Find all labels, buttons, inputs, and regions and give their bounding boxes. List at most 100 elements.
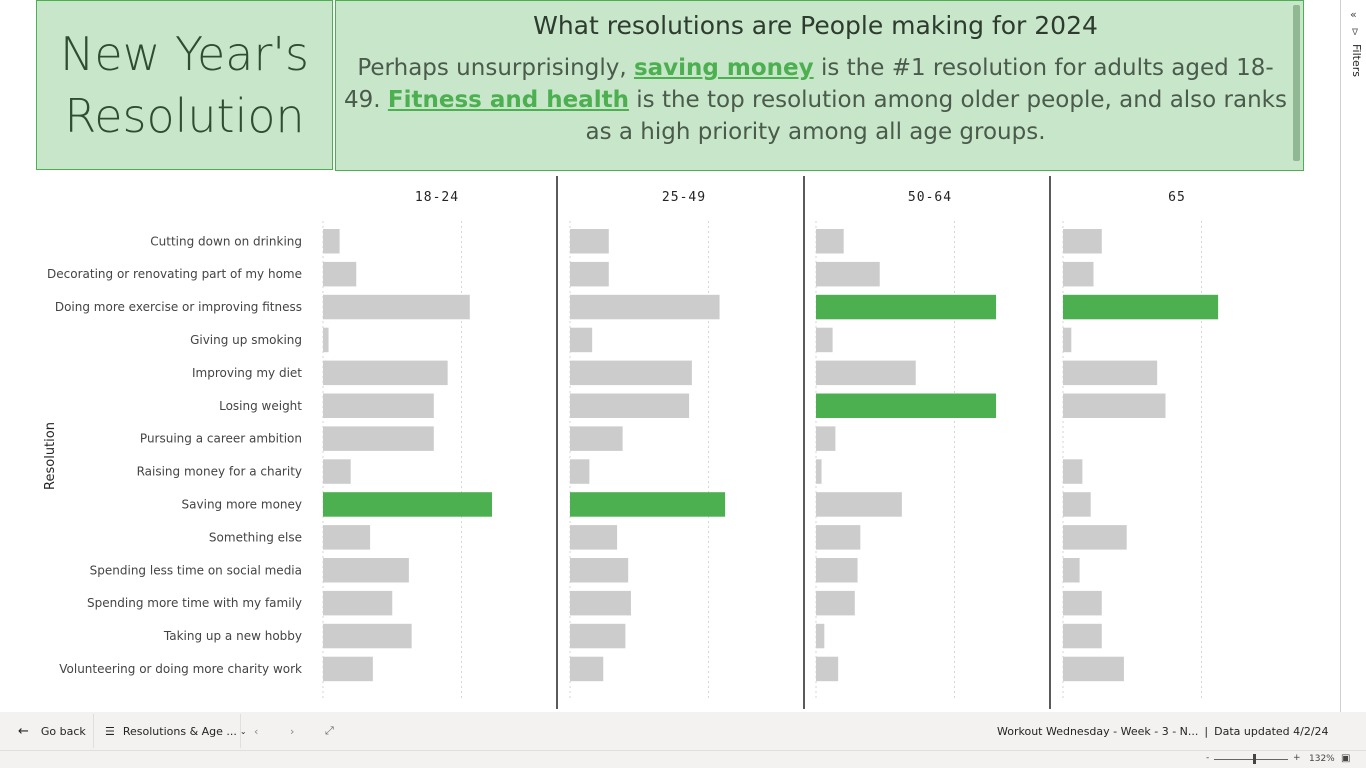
category-label: Something else	[209, 530, 302, 544]
previous-page-button[interactable]: ‹	[254, 712, 258, 750]
bar	[816, 558, 858, 583]
title-panel: New Year's Resolution	[36, 0, 333, 170]
report-title: New Year's Resolution	[60, 23, 309, 147]
bar	[816, 623, 825, 649]
category-label: Volunteering or doing more charity work	[59, 662, 302, 676]
bar	[1063, 558, 1080, 583]
filters-label[interactable]: Filters	[1350, 44, 1363, 77]
bar	[570, 426, 623, 451]
page-name: Resolutions & Age ...	[122, 724, 237, 738]
bar	[816, 261, 880, 287]
bar	[570, 525, 618, 550]
bar	[570, 492, 726, 517]
info-separator: |	[1204, 724, 1209, 738]
bar	[323, 294, 470, 320]
bar	[816, 656, 839, 682]
bar	[1063, 360, 1158, 386]
saving-money-link[interactable]: saving money	[633, 55, 814, 81]
chevron-down-icon: ⌄	[239, 726, 247, 736]
category-label: Spending more time with my family	[87, 596, 302, 610]
zoom-in-button[interactable]: +	[1293, 753, 1301, 763]
zoom-slider[interactable]	[1214, 759, 1288, 760]
resolution-bar-chart: Resolution 18-24 25-49 50-64 65 Cutting down …	[43, 176, 1219, 709]
category-label: Spending less time on social media	[90, 563, 302, 577]
category-label: Giving up smoking	[190, 333, 302, 347]
filter-icon: ∇	[1352, 28, 1359, 38]
bar	[323, 459, 351, 484]
bar	[570, 558, 629, 583]
bar	[323, 360, 448, 386]
bar	[323, 426, 434, 451]
back-arrow-icon: ←	[18, 723, 29, 739]
zoom-level[interactable]: 132%	[1309, 754, 1335, 764]
category-label: Raising money for a charity	[137, 465, 302, 479]
bar	[816, 360, 916, 386]
facet-header: 50-64	[908, 190, 952, 205]
fit-screen-icon[interactable]: ▣	[1341, 753, 1351, 764]
status-bar: - + 132% ▣	[0, 751, 1366, 768]
bar	[570, 393, 690, 418]
bar	[1063, 656, 1124, 682]
footer-divider	[240, 714, 241, 748]
category-label: Saving more money	[182, 497, 302, 511]
description-scrollbar[interactable]	[1293, 5, 1300, 161]
bar	[323, 590, 393, 616]
description-text-3: is the top resolution among older people…	[585, 87, 1287, 145]
category-label: Taking up a new hobby	[163, 629, 302, 643]
go-back-button[interactable]: ← Go back	[18, 712, 86, 750]
description-panel: What resolutions are People making for 2…	[335, 0, 1304, 171]
bar	[816, 492, 902, 517]
bar	[570, 590, 631, 616]
bar	[323, 492, 492, 517]
bar	[1063, 294, 1219, 320]
category-label: Losing weight	[219, 399, 302, 413]
category-label: Pursuing a career ambition	[140, 432, 302, 446]
chevron-left-icon: ‹	[254, 724, 259, 738]
report-name: Workout Wednesday - Week - 3 - N...	[997, 724, 1199, 738]
report-title-line1: New Year's	[60, 27, 309, 81]
bar	[816, 590, 855, 616]
description-text-1: Perhaps unsurprisingly,	[357, 55, 634, 81]
bar	[816, 459, 822, 484]
go-back-label: Go back	[40, 724, 86, 738]
bar	[323, 623, 412, 649]
bar	[816, 229, 844, 254]
pages-list-icon: ☰	[105, 724, 115, 738]
collapse-filters-icon[interactable]: «	[1350, 8, 1357, 21]
bar	[1063, 590, 1102, 616]
bar	[570, 459, 590, 484]
bar	[323, 525, 371, 550]
bar	[323, 393, 434, 418]
bar	[323, 229, 340, 254]
description-heading: What resolutions are People making for 2…	[533, 11, 1098, 40]
bar	[816, 393, 997, 418]
description-body: Perhaps unsurprisingly, saving money is …	[340, 52, 1291, 148]
fitness-health-link[interactable]: Fitness and health	[387, 87, 629, 113]
page-selector[interactable]: ☰ Resolutions & Age ... ⌄	[105, 712, 247, 750]
report-info: Workout Wednesday - Week - 3 - N... | Da…	[997, 712, 1329, 750]
bar	[570, 623, 626, 649]
bar	[323, 261, 357, 287]
bar	[1063, 525, 1127, 550]
bar	[570, 327, 593, 353]
category-label: Doing more exercise or improving fitness	[55, 300, 302, 314]
next-page-button[interactable]: ›	[290, 712, 294, 750]
zoom-out-button[interactable]: -	[1206, 753, 1210, 763]
report-title-line2: Resolution	[64, 89, 305, 143]
bar	[816, 294, 997, 320]
bar	[570, 360, 692, 386]
chevron-right-icon: ›	[290, 724, 295, 738]
collapse-arrows-icon: ⤢	[325, 724, 334, 737]
facet-header: 18-24	[415, 190, 459, 205]
bar	[1063, 459, 1083, 484]
bar	[323, 327, 329, 353]
y-axis-title: Resolution	[43, 422, 58, 490]
filters-pane[interactable]	[1340, 0, 1366, 712]
bar	[1063, 327, 1072, 353]
bar	[1063, 492, 1091, 517]
bar	[323, 656, 373, 682]
zoom-slider-thumb[interactable]	[1253, 754, 1256, 764]
fit-to-page-button[interactable]: ⤢	[325, 712, 334, 750]
bar	[570, 294, 720, 320]
bar	[323, 558, 409, 583]
